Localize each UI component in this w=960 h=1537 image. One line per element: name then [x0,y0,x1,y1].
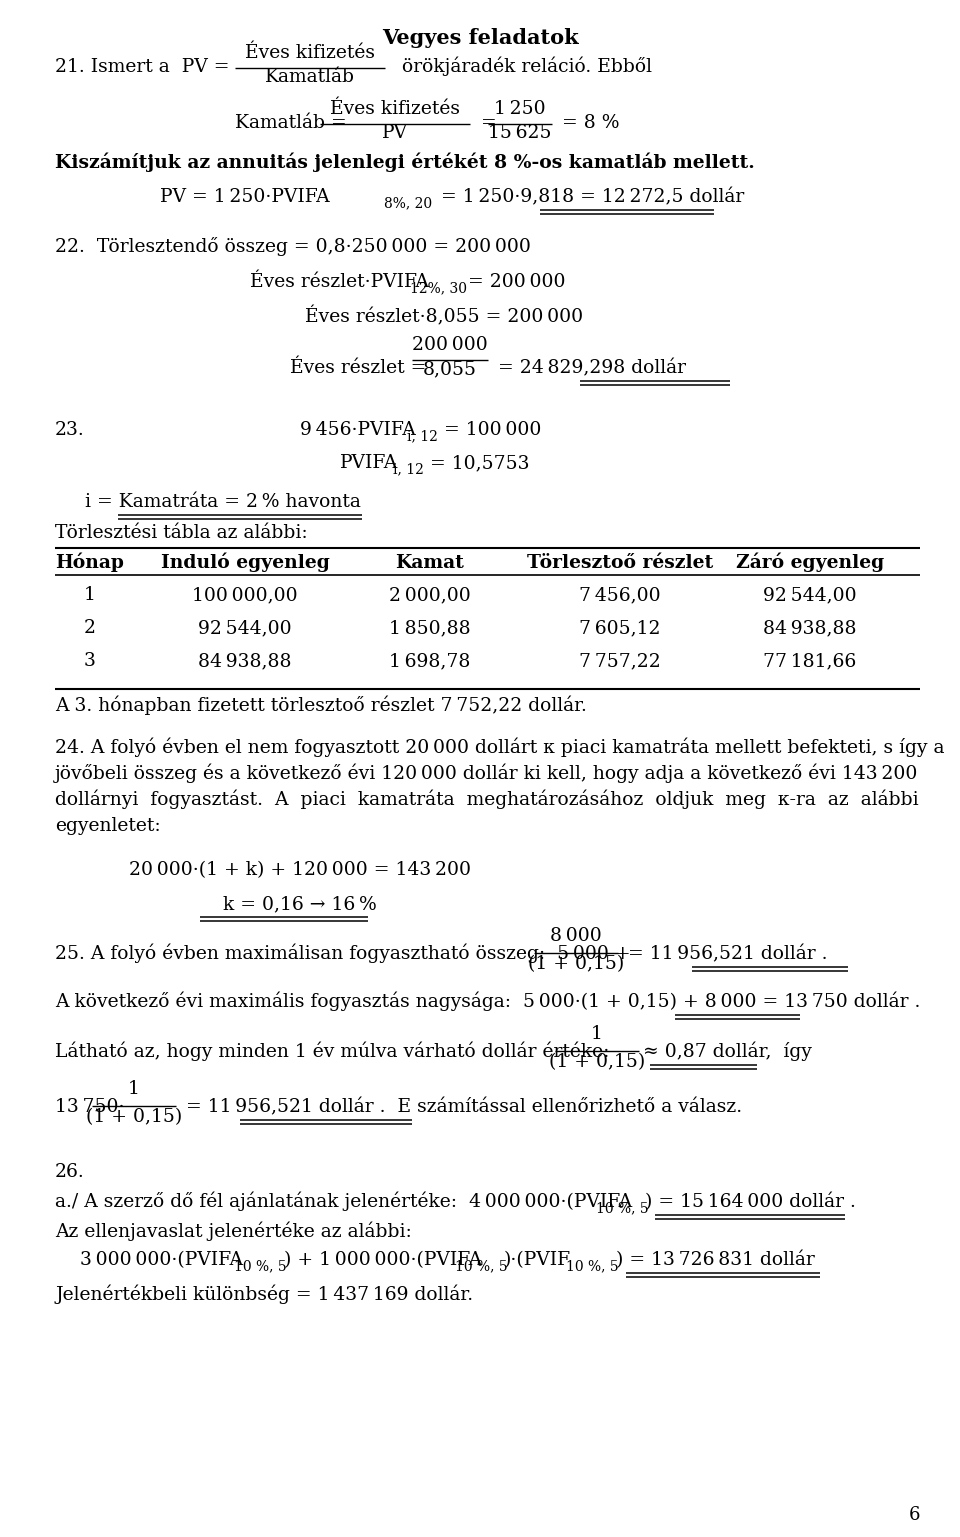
Text: 26.: 26. [55,1164,84,1180]
Text: PVIFA: PVIFA [340,453,398,472]
Text: 13 750·: 13 750· [55,1097,125,1116]
Text: 10 %, 5: 10 %, 5 [566,1259,618,1273]
Text: A 3. hónapban fizetett törlesztoő részlet 7 752,22 dollár.: A 3. hónapban fizetett törlesztoő részle… [55,696,587,715]
Text: = 200 000: = 200 000 [462,274,565,290]
Text: 10 %, 5: 10 %, 5 [455,1259,508,1273]
Text: Látható az, hogy minden 1 év múlva várható dollár értéke:: Látható az, hogy minden 1 év múlva várha… [55,1042,610,1061]
Text: Hónap: Hónap [56,552,125,572]
Text: 2 000,00: 2 000,00 [389,586,470,604]
Text: Záró egyenleg: Záró egyenleg [736,552,884,572]
Text: 92 544,00: 92 544,00 [198,619,292,636]
Text: = 100 000: = 100 000 [438,421,541,440]
Text: 12%, 30: 12%, 30 [410,281,467,295]
Text: = 24 829,298 dollár: = 24 829,298 dollár [492,358,686,377]
Text: 8%, 20: 8%, 20 [384,197,432,211]
Text: 10 %, 5: 10 %, 5 [234,1259,287,1273]
Text: = 10,5753: = 10,5753 [424,453,530,472]
Text: 84 938,88: 84 938,88 [199,652,292,670]
Text: = 11 956,521 dollár .  E számítással ellenőrizhető a válasz.: = 11 956,521 dollár . E számítással elle… [180,1097,742,1116]
Text: 84 938,88: 84 938,88 [763,619,856,636]
Text: Induló egyenleg: Induló egyenleg [160,552,329,572]
Text: 1: 1 [128,1081,140,1097]
Text: 10 %, 5: 10 %, 5 [596,1200,649,1216]
Text: 1 850,88: 1 850,88 [389,619,470,636]
Text: )·(PVIF: )·(PVIF [504,1251,571,1270]
Text: ≈ 0,87 dollár,  így: ≈ 0,87 dollár, így [643,1042,812,1061]
Text: i, 12: i, 12 [407,429,438,443]
Text: Törlesztoő részlet: Törlesztoő részlet [527,553,713,572]
Text: 25. A folyó évben maximálisan fogyasztható összeg:  5 000 +: 25. A folyó évben maximálisan fogyasztha… [55,944,631,964]
Text: 7 605,12: 7 605,12 [579,619,660,636]
Text: örökjáradék reláció. Ebből: örökjáradék reláció. Ebből [390,57,652,75]
Text: 22.  Törlesztendő összeg = 0,8·250 000 = 200 000: 22. Törlesztendő összeg = 0,8·250 000 = … [55,237,531,257]
Text: Éves kifizetés: Éves kifizetés [245,45,375,61]
Text: Jelenértékbeli különbség = 1 437 169 dollár.: Jelenértékbeli különbség = 1 437 169 dol… [55,1285,473,1303]
Text: i, 12: i, 12 [393,463,424,476]
Text: k = 0,16 → 16 %: k = 0,16 → 16 % [223,895,377,913]
Text: 6: 6 [908,1506,920,1525]
Text: 3 000 000·(PVIFA: 3 000 000·(PVIFA [80,1251,243,1270]
Text: 21. Ismert a  PV =: 21. Ismert a PV = [55,58,235,75]
Text: i = Kamatráta = 2 % havonta: i = Kamatráta = 2 % havonta [85,493,361,510]
Text: Éves kifizetés: Éves kifizetés [330,100,460,118]
Text: ) = 13 726 831 dollár: ) = 13 726 831 dollár [616,1251,815,1270]
Text: 23.: 23. [55,421,84,440]
Text: = 8 %: = 8 % [556,114,619,132]
Text: (1 + 0,15): (1 + 0,15) [549,1053,645,1071]
Text: 24. A folyó évben el nem fogyasztott 20 000 dollárt κ piaci kamatráta mellett be: 24. A folyó évben el nem fogyasztott 20 … [55,738,945,758]
Text: Éves részlet·PVIFA: Éves részlet·PVIFA [250,274,429,290]
Text: egyenletet:: egyenletet: [55,818,160,835]
Text: 200 000: 200 000 [412,337,488,354]
Text: dollárnyi  fogyasztást.  A  piaci  kamatráta  meghatározásához  oldjuk  meg  κ-r: dollárnyi fogyasztást. A piaci kamatráta… [55,790,919,808]
Text: 7 456,00: 7 456,00 [579,586,660,604]
Text: 15 625: 15 625 [489,124,552,141]
Text: ) + 1 000 000·(PVIFA: ) + 1 000 000·(PVIFA [284,1251,482,1270]
Text: Vegyes feladatok: Vegyes feladatok [382,28,578,48]
Text: Kiszámítjuk az annuitás jelenlegi értékét 8 %-os kamatláb mellett.: Kiszámítjuk az annuitás jelenlegi értéké… [55,152,755,172]
Text: = 1 250·9,818 = 12 272,5 dollár: = 1 250·9,818 = 12 272,5 dollár [435,188,744,206]
Text: A következő évi maximális fogyasztás nagysága:  5 000·(1 + 0,15) + 8 000 = 13 75: A következő évi maximális fogyasztás nag… [55,991,921,1011]
Text: a./ A szerző dő fél ajánlatának jelenértéke:  4 000 000·(PVIFA: a./ A szerző dő fél ajánlatának jelenért… [55,1191,632,1211]
Text: ) = 15 164 000 dollár .: ) = 15 164 000 dollár . [645,1193,856,1211]
Text: 1 250: 1 250 [494,100,546,118]
Text: (1 + 0,15): (1 + 0,15) [528,954,624,973]
Text: Éves részlet =: Éves részlet = [290,360,432,377]
Text: Éves részlet·8,055 = 200 000: Éves részlet·8,055 = 200 000 [305,306,583,326]
Text: 92 544,00: 92 544,00 [763,586,857,604]
Text: =: = [475,114,503,132]
Text: 8,055: 8,055 [423,360,477,378]
Text: jövőbeli összeg és a következő évi 120 000 dollár ki kell, hogy adja a következő: jövőbeli összeg és a következő évi 120 0… [55,764,919,782]
Text: 3: 3 [84,652,96,670]
Text: 9 456·PVIFA: 9 456·PVIFA [300,421,416,440]
Text: 100 000,00: 100 000,00 [192,586,298,604]
Text: Törlesztési tábla az alábbi:: Törlesztési tábla az alábbi: [55,524,307,543]
Text: 1: 1 [84,586,96,604]
Text: Kamatláb: Kamatláb [265,68,355,86]
Text: 7 757,22: 7 757,22 [579,652,660,670]
Text: PV: PV [382,124,408,141]
Text: 1 698,78: 1 698,78 [390,652,470,670]
Text: 77 181,66: 77 181,66 [763,652,856,670]
Text: PV = 1 250·PVIFA: PV = 1 250·PVIFA [160,188,329,206]
Text: Kamatláb =: Kamatláb = [235,114,352,132]
Text: 20 000·(1 + k) + 120 000 = 143 200: 20 000·(1 + k) + 120 000 = 143 200 [129,861,471,879]
Text: Az ellenjavaslat jelenértéke az alábbi:: Az ellenjavaslat jelenértéke az alábbi: [55,1222,412,1240]
Text: 8 000: 8 000 [550,927,602,945]
Text: = 11 956,521 dollár .: = 11 956,521 dollár . [622,945,828,964]
Text: (1 + 0,15): (1 + 0,15) [85,1108,182,1127]
Text: 1: 1 [591,1025,603,1044]
Text: Kamat: Kamat [396,553,465,572]
Text: 2: 2 [84,619,96,636]
